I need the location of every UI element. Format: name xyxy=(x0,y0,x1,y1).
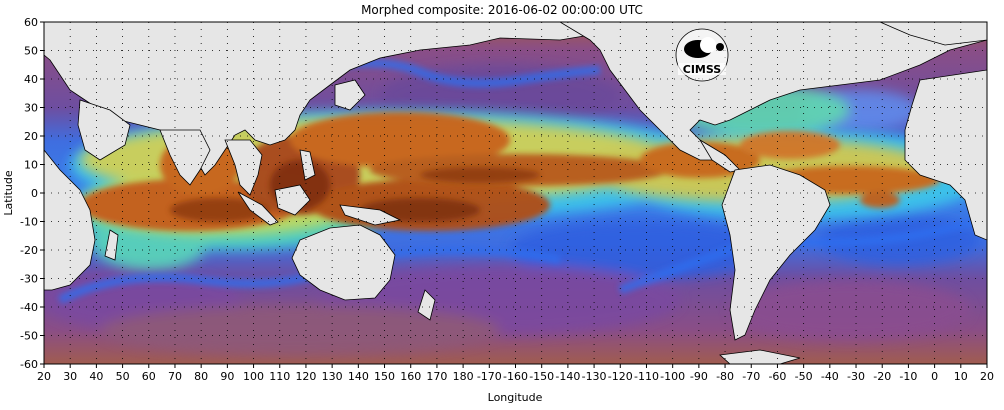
y-axis-ticks: 60 50 40 30 20 10 0 -10 -20 -30 -40 -50 -60 xyxy=(20,16,44,371)
x-tick-label: 180 xyxy=(453,370,474,383)
y-tick-label: -10 xyxy=(20,216,38,229)
india-landmass xyxy=(159,129,211,186)
x-tick-label: 70 xyxy=(168,370,182,383)
x-tick-label: 110 xyxy=(269,370,290,383)
x-tick-label: -120 xyxy=(608,370,633,383)
x-tick-label: -170 xyxy=(477,370,502,383)
antarctica-edge xyxy=(719,349,801,364)
x-tick-label: -140 xyxy=(555,370,580,383)
indochina-landmass xyxy=(224,139,263,196)
x-tick-label: 50 xyxy=(116,370,130,383)
south-america-landmass xyxy=(721,164,831,341)
x-tick-label: 120 xyxy=(295,370,316,383)
x-tick-label: 0 xyxy=(931,370,938,383)
y-tick-label: 40 xyxy=(24,73,38,86)
x-tick-label: -90 xyxy=(690,370,708,383)
north-america-landmass xyxy=(559,22,987,161)
x-tick-label: 10 xyxy=(954,370,968,383)
logo-text: CIMSS xyxy=(683,63,722,76)
africa-landmass xyxy=(44,22,96,291)
new-guinea-island xyxy=(339,204,402,226)
borneo-island xyxy=(274,184,311,216)
x-tick-label: -10 xyxy=(899,370,917,383)
x-tick-label: 100 xyxy=(243,370,264,383)
moisture-field xyxy=(44,22,987,364)
x-tick-label: 90 xyxy=(220,370,234,383)
x-tick-label: -70 xyxy=(742,370,760,383)
y-axis-label: Latitude xyxy=(2,170,15,216)
philippines-islands xyxy=(299,149,316,181)
japan-islands xyxy=(334,79,366,111)
x-tick-label: 30 xyxy=(63,370,77,383)
x-tick-label: 160 xyxy=(400,370,421,383)
x-tick-label: -80 xyxy=(716,370,734,383)
y-tick-label: -50 xyxy=(20,330,38,343)
x-tick-label: 170 xyxy=(426,370,447,383)
x-tick-label: -50 xyxy=(795,370,813,383)
x-tick-label: 40 xyxy=(89,370,103,383)
x-axis-label: Longitude xyxy=(488,391,543,404)
west-africa-landmass xyxy=(904,69,987,241)
new-zealand-islands xyxy=(417,289,436,321)
x-tick-label: -160 xyxy=(503,370,528,383)
greenland-landmass xyxy=(879,22,987,46)
x-tick-label: 80 xyxy=(194,370,208,383)
x-tick-label: 150 xyxy=(374,370,395,383)
y-tick-label: -40 xyxy=(20,301,38,314)
land-masses xyxy=(44,22,987,364)
x-tick-label: 140 xyxy=(348,370,369,383)
graticule xyxy=(44,22,987,364)
y-tick-label: 20 xyxy=(24,130,38,143)
x-axis-ticks: 20 30 40 50 60 70 80 90 100 110 120 130 140 150 160 170… xyxy=(37,364,994,383)
y-tick-label: 50 xyxy=(24,45,38,58)
cimss-logo: CIMSS xyxy=(675,28,729,82)
sumatra-island xyxy=(237,191,279,226)
australia-landmass xyxy=(291,224,396,301)
map-title: Morphed composite: 2016-06-02 00:00:00 U… xyxy=(361,3,643,17)
x-tick-label: -150 xyxy=(529,370,554,383)
x-tick-label: 20 xyxy=(37,370,51,383)
x-tick-label: -60 xyxy=(768,370,786,383)
y-tick-label: -30 xyxy=(20,273,38,286)
x-tick-label: -20 xyxy=(873,370,891,383)
x-tick-label: 60 xyxy=(142,370,156,383)
x-tick-label: -100 xyxy=(660,370,685,383)
x-tick-label: -110 xyxy=(634,370,659,383)
arabia-landmass xyxy=(77,99,131,161)
y-tick-label: 60 xyxy=(24,16,38,29)
x-tick-label: -40 xyxy=(821,370,839,383)
x-tick-label: 130 xyxy=(322,370,343,383)
x-tick-label: -30 xyxy=(847,370,865,383)
y-tick-label: -60 xyxy=(20,358,38,371)
y-tick-label: 10 xyxy=(24,159,38,172)
y-tick-label: -20 xyxy=(20,244,38,257)
madagascar-island xyxy=(104,229,119,261)
x-tick-label: -130 xyxy=(582,370,607,383)
y-tick-label: 30 xyxy=(24,102,38,115)
y-tick-label: 0 xyxy=(31,187,38,200)
x-tick-label: 20 xyxy=(980,370,994,383)
